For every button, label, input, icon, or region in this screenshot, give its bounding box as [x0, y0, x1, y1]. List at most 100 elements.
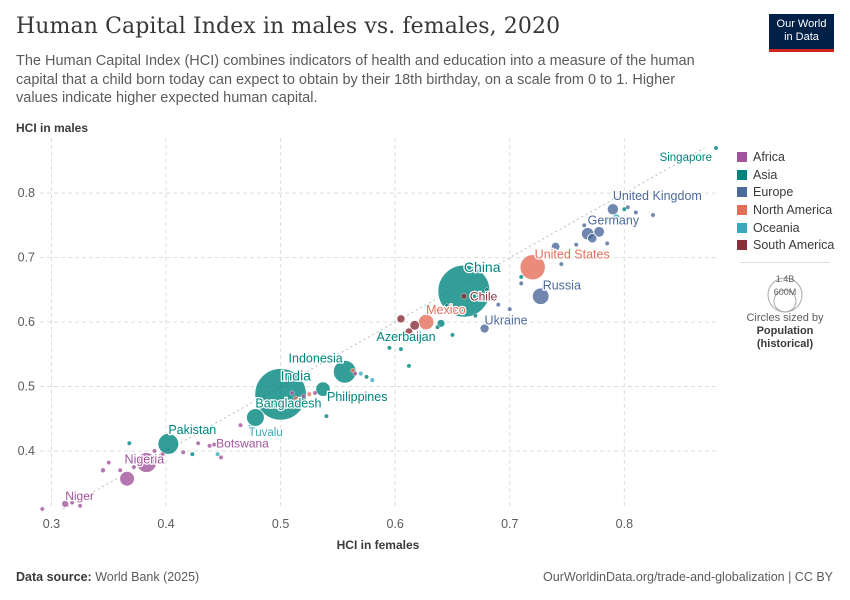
data-point [218, 455, 224, 460]
data-point [604, 218, 610, 224]
data-point [593, 226, 605, 238]
point-label-bangladesh: Bangladesh [255, 396, 321, 410]
data-point [215, 451, 220, 457]
data-source: Data source: World Bank (2025) [16, 570, 199, 584]
point-label-russia: Russia [543, 278, 581, 292]
legend-swatch [737, 240, 747, 251]
data-point [358, 371, 364, 377]
data-point [247, 424, 253, 430]
legend-swatch [737, 187, 747, 198]
data-point [312, 390, 318, 396]
data-point [152, 448, 157, 454]
data-point [573, 242, 579, 248]
footer-url[interactable]: OurWorldinData.org/trade-and-globalizati… [543, 570, 833, 584]
data-point [211, 442, 217, 447]
chart-subtitle: The Human Capital Index (HCI) combines i… [16, 53, 695, 106]
data-point [324, 413, 329, 419]
legend-item-europe[interactable]: Europe [737, 183, 834, 201]
data-point [254, 368, 307, 421]
data-point [450, 332, 455, 338]
y-tick-label: 0.5 [18, 380, 35, 394]
data-point [189, 451, 195, 457]
point-label-philippines: Philippines [327, 390, 387, 404]
data-point [650, 212, 656, 218]
y-axis-label: HCI in males [16, 121, 89, 135]
data-point [230, 440, 235, 446]
data-point [518, 274, 524, 280]
data-point [490, 293, 495, 299]
data-point [405, 327, 413, 336]
point-label-ukraine: Ukraine [485, 314, 528, 328]
point-label-indonesia: Indonesia [289, 352, 343, 366]
size-legend: 1.4B 600M [740, 262, 830, 313]
data-point [369, 377, 375, 383]
data-point [207, 443, 212, 449]
data-point [100, 467, 106, 473]
data-point [117, 467, 123, 473]
data-point [621, 206, 627, 212]
point-label-tuvalu: Tuvalu [249, 427, 283, 439]
legend-swatch [737, 169, 747, 180]
data-point [238, 422, 243, 428]
point-label-india: India [281, 367, 312, 383]
legend-label: Africa [753, 149, 785, 164]
data-point [713, 145, 719, 151]
chart-title: Human Capital Index in males vs. females… [16, 14, 561, 39]
data-point [518, 280, 524, 286]
data-point [306, 391, 312, 397]
point-label-united-kingdom: United Kingdom [613, 189, 702, 203]
data-point [633, 210, 639, 215]
size-note-line-3: (historical) [756, 338, 814, 350]
data-point [409, 319, 420, 331]
x-tick-label: 0.3 [43, 517, 60, 531]
point-label-nigeria: Nigeria [125, 453, 165, 467]
data-point [472, 313, 478, 319]
legend-label: North America [753, 202, 833, 217]
logo-line-1: Our World [776, 18, 827, 30]
point-label-china: China [464, 259, 501, 275]
legend-swatch [737, 151, 747, 162]
data-point [531, 287, 550, 305]
data-point [444, 303, 450, 309]
x-tick-label: 0.8 [616, 517, 633, 531]
data-point [315, 381, 331, 397]
data-point [484, 287, 490, 293]
data-point [541, 284, 547, 289]
data-point [406, 363, 412, 369]
data-point [352, 371, 358, 377]
point-label-pakistan: Pakistan [168, 423, 216, 437]
legend-item-africa[interactable]: Africa [737, 148, 834, 166]
legend-item-north-america[interactable]: North America [737, 201, 834, 219]
data-point [435, 324, 440, 330]
legend-swatch [737, 204, 747, 215]
owid-logo[interactable]: Our World in Data [769, 14, 834, 52]
legend-swatch [737, 222, 747, 233]
size-legend-note: Circles sized by Population (historical) [738, 312, 832, 351]
x-tick-label: 0.5 [272, 517, 289, 531]
legend-item-oceania[interactable]: Oceania [737, 219, 834, 237]
data-point [249, 427, 255, 433]
source-label: Data source: [16, 570, 92, 584]
data-point [398, 346, 404, 352]
x-axis-label: HCI in females [337, 538, 420, 552]
point-label-botswana: Botswana [216, 437, 269, 451]
data-point [558, 261, 564, 267]
data-point [255, 403, 261, 409]
data-point [437, 264, 491, 318]
data-point [350, 368, 356, 373]
data-point [195, 440, 201, 446]
x-tick-label: 0.4 [157, 517, 174, 531]
legend-label: Asia [753, 167, 778, 182]
data-point [246, 408, 265, 427]
y-tick-label: 0.4 [18, 444, 35, 458]
legend-item-asia[interactable]: Asia [737, 166, 834, 184]
legend-item-south-america[interactable]: South America [737, 236, 834, 254]
data-point [157, 433, 180, 455]
data-point [301, 393, 306, 399]
data-point [77, 503, 83, 509]
size-note-line-1: Circles sized by [746, 312, 824, 324]
data-point [479, 323, 490, 334]
data-point [495, 302, 501, 308]
point-label-chile: Chile [470, 289, 498, 303]
data-point [364, 374, 369, 380]
